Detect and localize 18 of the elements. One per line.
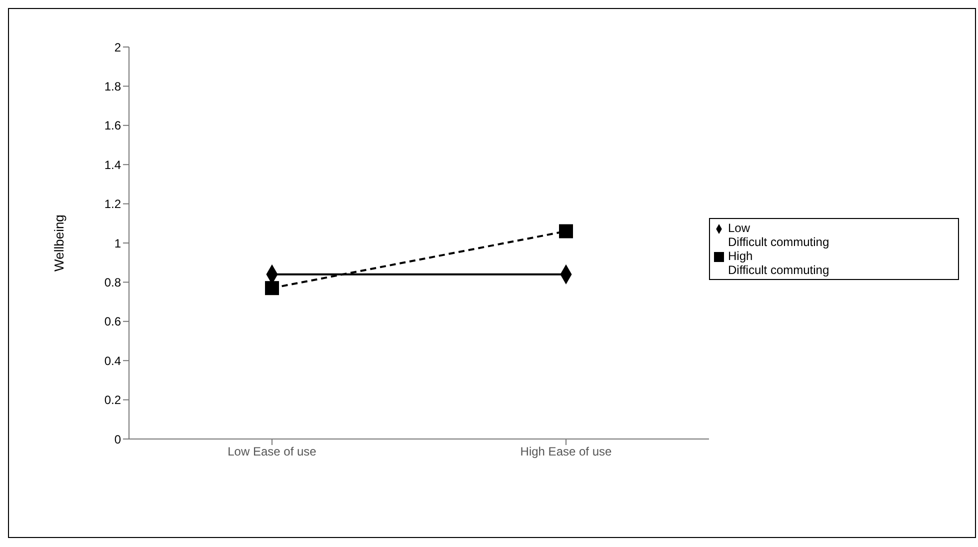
y-tick-label: 2 [114,40,122,54]
y-axis-title: Wellbeing [52,214,67,272]
y-tick-label: 1.2 [104,197,122,212]
x-tick-label: Low Ease of use [228,444,317,459]
point [559,224,573,238]
y-tick-label: 1.6 [104,118,122,133]
y-tick-label: 1 [114,236,122,250]
legend-label: High Difficult commuting [728,249,830,277]
legend-label: Low Difficult commuting [728,221,830,249]
y-tick-label: 0.8 [104,275,122,290]
y-tick-label: 0.4 [104,354,122,368]
y-tick-label: 1.8 [104,79,122,94]
y-tick-label: 0.2 [104,393,122,408]
point [265,281,279,296]
y-tick-label: 0 [114,432,122,446]
y-tick-label: 0.6 [104,314,122,329]
y-tick-label: 1.4 [104,158,122,172]
x-tick-label: High Ease of use [520,444,612,459]
